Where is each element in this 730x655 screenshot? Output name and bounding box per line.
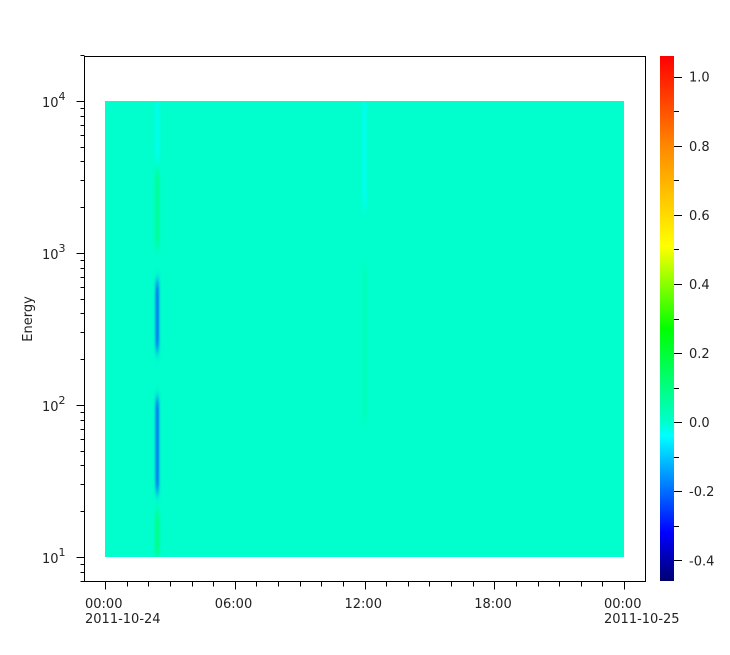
- heatmap-feature: [155, 398, 159, 492]
- colorbar-tick-label: 0.0: [689, 416, 710, 431]
- heatmap-feature: [362, 267, 367, 420]
- colorbar-tick-label: -0.4: [689, 554, 714, 569]
- heatmap-feature: [155, 170, 160, 247]
- y-axis-label: Energy: [21, 296, 36, 342]
- heatmap-feature: [155, 101, 160, 162]
- heatmap-feature: [155, 511, 160, 557]
- x-tick-label: 06:00: [215, 597, 252, 612]
- x-tick-label: 18:00: [474, 597, 511, 612]
- x-tick-sublabel: 2011-10-25: [604, 612, 680, 627]
- colorbar-tick-label: 0.6: [689, 209, 710, 224]
- y-tick-label: 102: [42, 394, 66, 415]
- colorbar: -0.4 -0.2 0.0 0.2 0.4 0.6 0.8 1.0: [660, 56, 714, 581]
- x-tick-label: 12:00: [345, 597, 382, 612]
- colorbar-tick-label: 0.2: [689, 347, 710, 362]
- heatmap-area: [105, 101, 624, 557]
- colorbar-tick-label: 0.4: [689, 278, 710, 293]
- heatmap-feature: [155, 281, 159, 351]
- colorbar-tick-label: -0.2: [689, 485, 714, 500]
- colorbar-gradient: [660, 56, 674, 581]
- x-tick-sublabel: 2011-10-24: [85, 612, 161, 627]
- x-tick-label: 00:00: [85, 597, 122, 612]
- y-tick-label: 103: [42, 242, 66, 263]
- heatmap-feature: [362, 101, 367, 208]
- y-tick-label: 104: [42, 90, 66, 111]
- y-tick-label: 101: [42, 546, 66, 567]
- colorbar-tick-label: 0.8: [689, 140, 710, 155]
- x-tick-label: 00:00: [604, 597, 641, 612]
- colorbar-tick-label: 1.0: [689, 71, 710, 86]
